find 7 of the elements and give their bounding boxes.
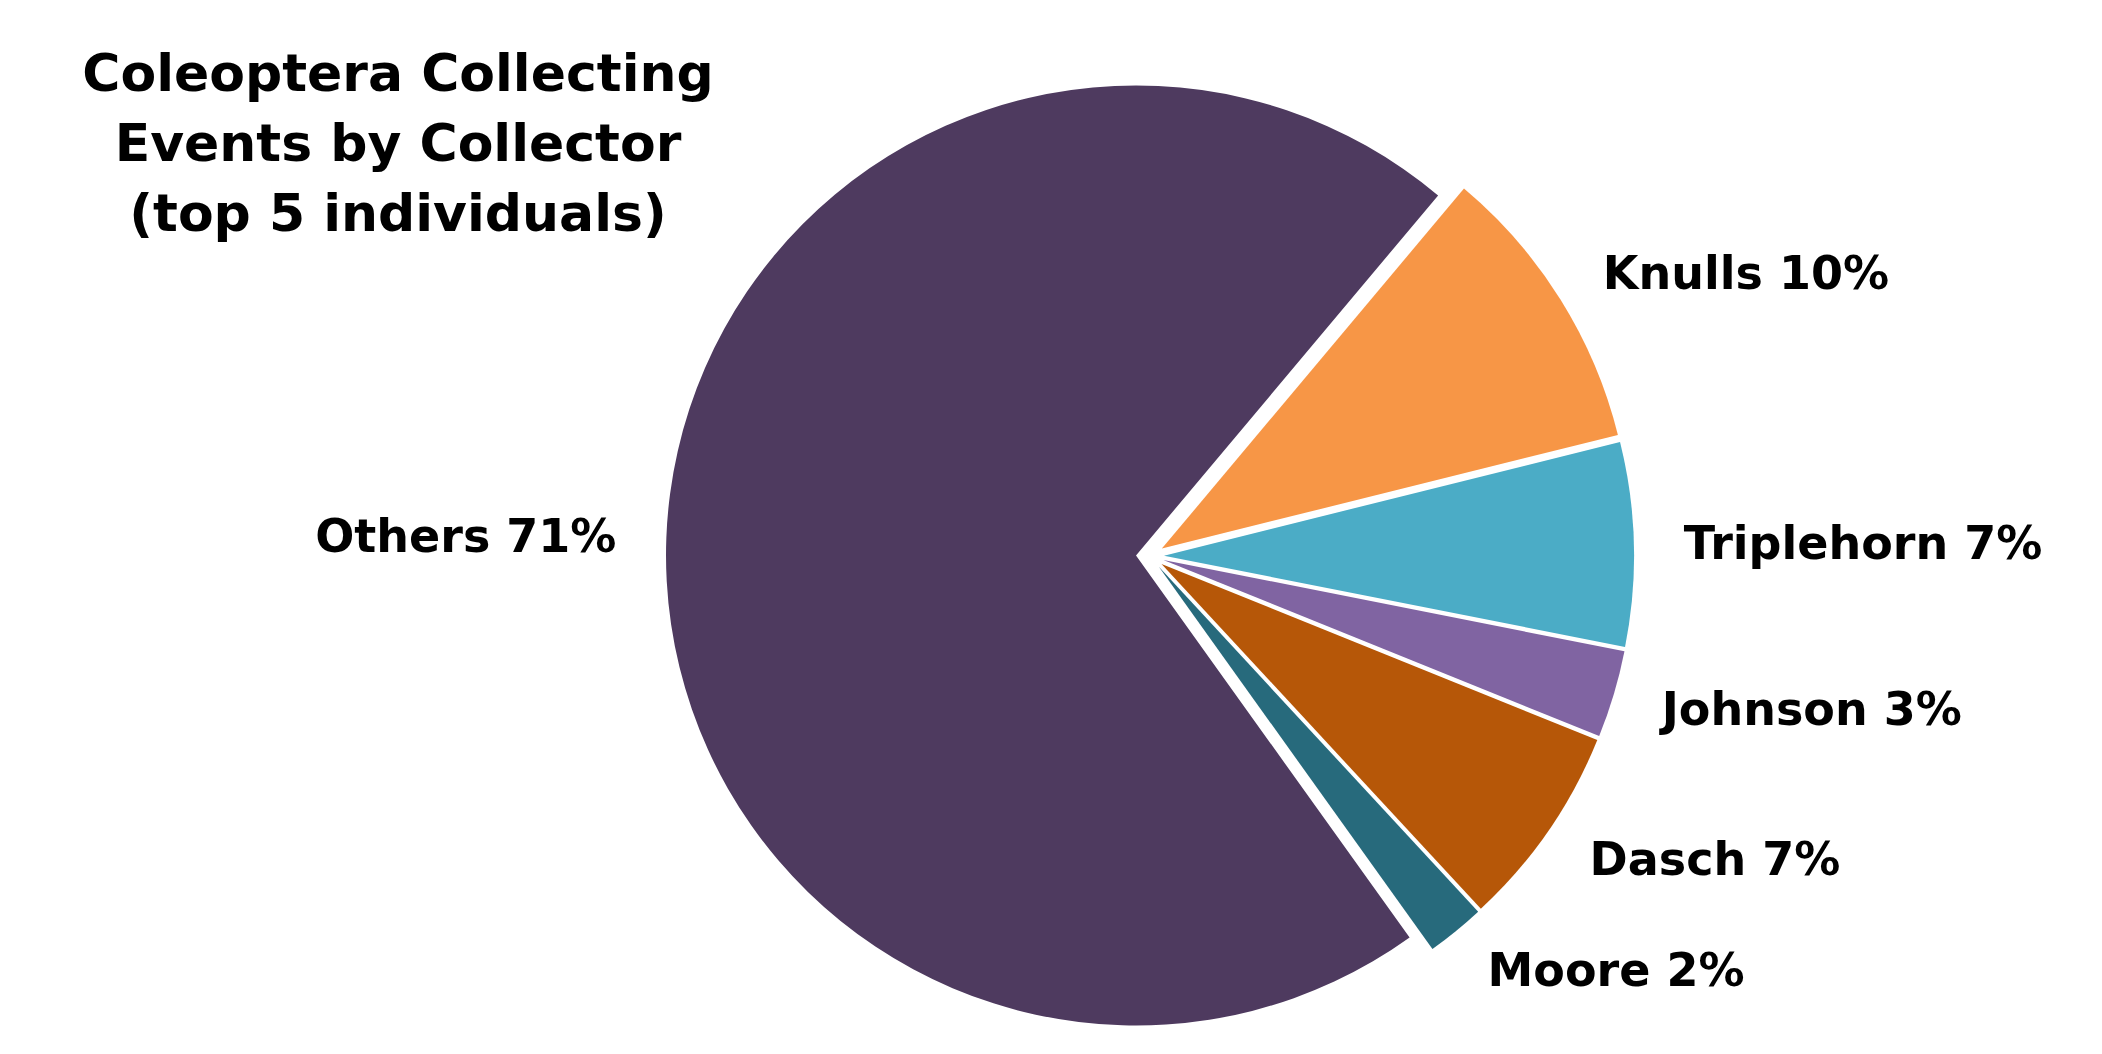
text: Coleoptera Collecting Events by Collector (top 5 individuals) <box>81 42 715 246</box>
slice-label: Triplehorn 7% <box>1683 515 2043 570</box>
slice-label: Moore 2% <box>1487 942 1745 997</box>
slice-label: Johnson 3% <box>1658 681 1962 736</box>
slice-label: Knulls 10% <box>1602 246 1890 301</box>
slice-label: Others 71% <box>315 508 617 563</box>
slice-label: Dasch 7% <box>1589 832 1841 887</box>
